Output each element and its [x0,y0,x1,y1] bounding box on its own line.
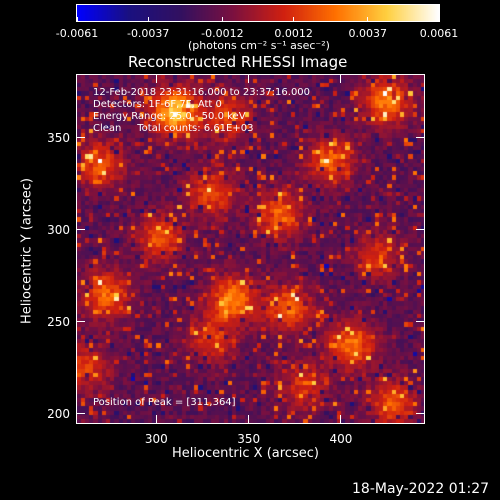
x-tick-mark [155,75,157,83]
x-tick-label: 300 [144,432,168,446]
chart-title: Reconstructed RHESSI Image [128,53,348,71]
heatmap-image [77,75,424,423]
colorbar-tick-label: -0.0012 [201,27,244,40]
y-tick-mark [416,229,424,231]
colorbar-tick-mark [367,17,369,22]
y-tick-mark [77,137,85,139]
annotation-energy-range: Energy Range: 25.0 - 50.0 keV [93,111,246,122]
y-tick-mark [77,321,85,323]
colorbar-gradient [77,5,439,21]
annotation-detectors: Detectors: 1F-6F,7F, Att 0 [93,99,222,110]
x-tick-mark [340,75,342,83]
colorbar-units-label: (photons cm⁻² s⁻¹ asec⁻²) [188,39,330,52]
x-tick-mark [248,75,250,83]
colorbar-tick-mark [147,17,149,22]
annotation-clean-counts: Clean Total counts: 6.61E+03 [93,123,254,134]
colorbar-frame [76,4,440,22]
annotation-time-range: 12-Feb-2018 23:31:16.000 to 23:37:16.000 [93,87,311,98]
colorbar-tick-mark [438,17,440,22]
y-tick-label: 350 [47,130,70,145]
colorbar-tick-label: -0.0037 [126,27,170,40]
footer-timestamp: 18-May-2022 01:27 [352,481,490,497]
y-tick-mark [416,137,424,139]
y-tick-mark [416,413,424,415]
x-axis-label: Heliocentric X (arcsec) [172,446,319,461]
colorbar-tick-label: -0.0061 [55,27,99,40]
x-tick-label: 350 [237,432,261,446]
y-tick-label: 250 [47,314,70,329]
y-axis-label: Heliocentric Y (arcsec) [19,178,35,324]
x-tick-mark [340,415,342,423]
x-tick-label: 400 [329,432,353,446]
colorbar-tick-mark [76,17,78,22]
x-tick-mark [248,415,250,423]
colorbar-tick-mark [293,17,295,22]
y-tick-label: 300 [47,222,70,237]
y-tick-mark [77,229,85,231]
plot-frame [76,74,425,424]
colorbar-tick-label: 0.0061 [419,27,459,40]
y-tick-mark [416,321,424,323]
colorbar-tick-mark [221,17,223,22]
colorbar-tick-label: 0.0037 [348,27,388,40]
annotation-peak-position: Position of Peak = [311,364] [93,397,236,408]
x-tick-mark [155,415,157,423]
colorbar-tick-label: 0.0012 [274,27,313,40]
y-tick-label: 200 [47,406,70,421]
y-tick-mark [77,413,85,415]
